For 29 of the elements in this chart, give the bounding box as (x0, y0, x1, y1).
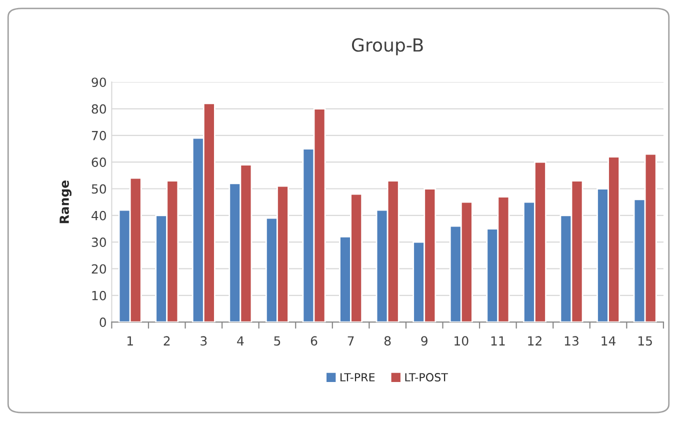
x-tick-label: 3 (200, 336, 207, 346)
x-tick-label: 4 (237, 336, 244, 346)
x-tick-label: 9 (421, 336, 428, 346)
legend-label: LT-PRE (340, 373, 375, 382)
x-tick-label: 2 (164, 336, 170, 346)
x-tick-label: 14 (602, 336, 616, 346)
x-tick-label: 15 (638, 336, 652, 346)
y-tick-label: 50 (92, 184, 106, 194)
legend-label: LT-POST (405, 373, 448, 382)
chart-title: Group-B (352, 38, 423, 56)
y-axis-title: Range (60, 180, 72, 224)
y-tick-label: 10 (92, 290, 106, 300)
x-tick-label: 5 (274, 336, 280, 346)
y-tick-label: 30 (92, 238, 106, 247)
x-tick-label: 10 (454, 336, 468, 346)
x-tick-label: 11 (491, 336, 505, 346)
y-tick-label: 70 (92, 130, 106, 140)
y-tick-label: 60 (92, 158, 106, 168)
y-tick-label: 20 (92, 264, 106, 274)
x-tick-label: 1 (127, 336, 133, 346)
y-tick-label: 80 (92, 104, 106, 114)
x-tick-label: 7 (348, 336, 354, 346)
y-tick-label: 0 (100, 318, 106, 327)
x-tick-label: 13 (564, 336, 578, 346)
y-tick-label: 90 (92, 78, 106, 88)
x-tick-label: 6 (310, 336, 318, 346)
x-tick-label: 8 (384, 336, 391, 346)
y-tick-label: 40 (92, 210, 106, 220)
x-tick-label: 12 (528, 336, 542, 346)
